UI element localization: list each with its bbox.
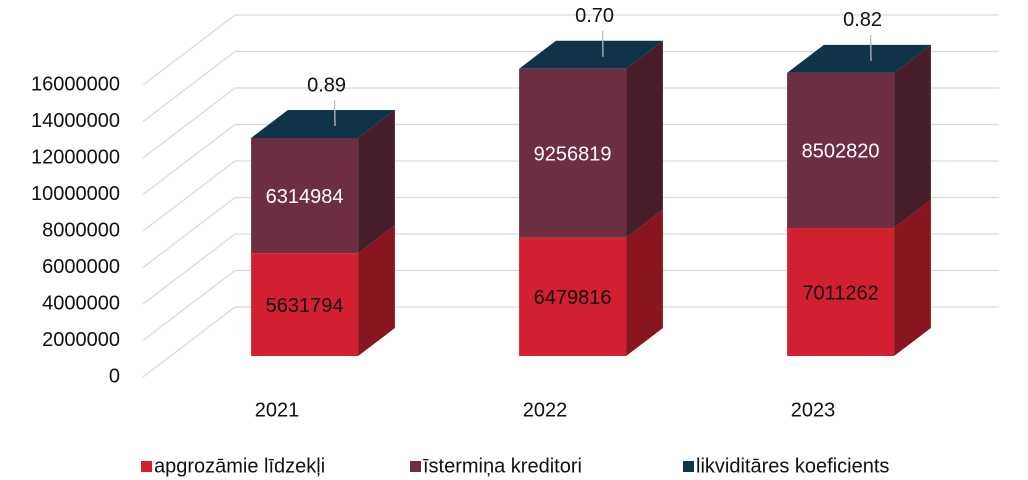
y-tick-label: 8000000 <box>42 219 120 241</box>
bar-top <box>787 44 931 73</box>
x-tick-label: 2022 <box>523 399 568 421</box>
data-label: 8502820 <box>802 141 880 163</box>
bar-side <box>358 225 395 356</box>
grid-line <box>142 50 999 123</box>
data-label: 5631794 <box>266 295 344 317</box>
bar-side <box>626 40 663 69</box>
bar-side <box>894 200 931 356</box>
bar-front <box>251 137 359 254</box>
grid-line <box>142 123 999 196</box>
x-tick-label: 2021 <box>255 399 300 421</box>
grid-line <box>142 233 999 305</box>
data-label: 9256819 <box>534 144 612 166</box>
grid-line <box>142 196 999 269</box>
bar-front <box>787 72 895 229</box>
bar-front <box>787 228 895 356</box>
y-tick-label: 6000000 <box>42 256 120 278</box>
bar-side <box>358 109 395 138</box>
y-tick-label: 14000000 <box>31 110 120 132</box>
bar-side <box>894 44 931 73</box>
bar-front <box>519 237 627 356</box>
data-label: 0.70 <box>575 5 614 27</box>
legend-swatch <box>410 461 421 472</box>
grid-line <box>142 306 999 378</box>
bar-top <box>251 109 395 138</box>
data-label: 0.89 <box>307 74 346 96</box>
data-label: 7011262 <box>802 282 878 304</box>
data-label: 6314984 <box>266 186 344 208</box>
y-tick-label: 4000000 <box>42 292 120 314</box>
bar-side <box>626 209 663 356</box>
x-tick-label: 2023 <box>791 399 836 421</box>
legend-swatch <box>683 461 694 472</box>
legend-swatch <box>141 461 152 472</box>
y-tick-label: 2000000 <box>42 329 120 351</box>
grid-line <box>142 87 999 159</box>
data-label: 6479816 <box>534 287 612 309</box>
bar-side <box>626 40 663 238</box>
bar-top <box>519 40 663 69</box>
bar-front <box>519 68 627 238</box>
bar-front <box>251 253 359 356</box>
legend-label: likviditāres koeficients <box>696 455 889 477</box>
grid-line <box>142 14 999 86</box>
data-label: 0.82 <box>843 9 882 31</box>
y-tick-label: 0 <box>109 365 120 387</box>
legend-label: īstermiņa kreditori <box>423 455 582 477</box>
grid-line <box>142 160 999 232</box>
grid-line <box>142 269 999 342</box>
bar-side <box>358 109 395 254</box>
y-tick-label: 12000000 <box>31 146 120 168</box>
y-tick-label: 10000000 <box>31 183 120 205</box>
bar-side <box>894 44 931 229</box>
y-tick-label: 16000000 <box>31 73 120 95</box>
legend-label: apgrozāmie līdzekļi <box>154 455 325 477</box>
